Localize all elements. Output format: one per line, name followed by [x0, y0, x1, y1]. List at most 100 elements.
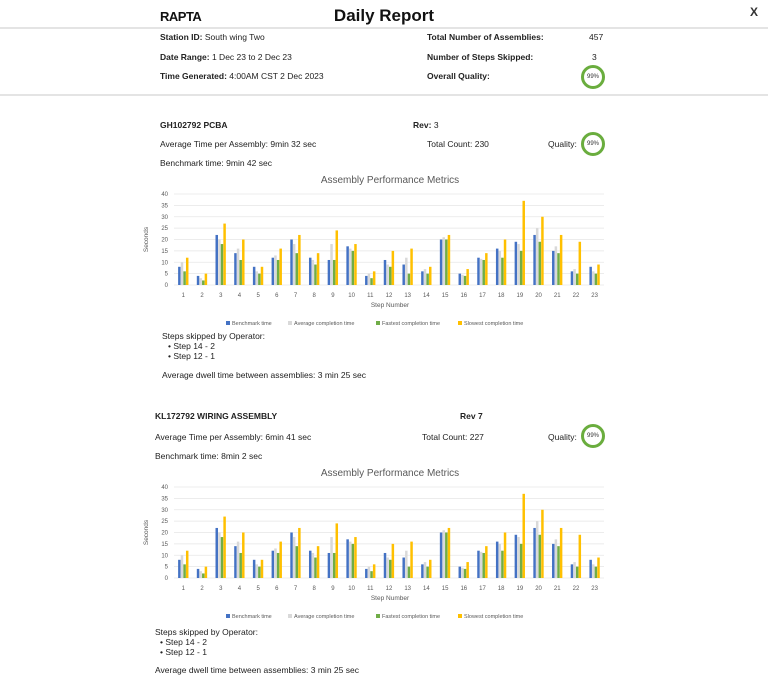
x-tick-label: 1 [182, 586, 186, 592]
bar-benchmark-time [234, 546, 237, 578]
bar-benchmark-time [308, 550, 312, 578]
x-tick-label: 22 [573, 586, 580, 592]
bar-benchmark-time [533, 527, 536, 578]
bar-benchmark-time [196, 275, 200, 285]
x-tick-label: 14 [423, 293, 430, 299]
x-tick-label: 15 [442, 293, 449, 299]
bar-average-completion-time [330, 244, 333, 285]
bar-fastest-completion-time [258, 566, 261, 578]
legend-swatch [226, 614, 230, 618]
bar-slowest-completion-time [354, 244, 357, 285]
bar-slowest-completion-time [597, 264, 600, 285]
bar-average-completion-time [592, 271, 595, 285]
bar-average-completion-time [535, 228, 539, 285]
bar-average-completion-time [479, 551, 483, 578]
bar-slowest-completion-time [335, 230, 339, 285]
bar-average-completion-time [236, 248, 240, 285]
bar-benchmark-time [290, 239, 293, 285]
bar-slowest-completion-time [260, 559, 264, 578]
close-button[interactable]: X [750, 5, 759, 19]
y-tick-label: 10 [161, 553, 168, 559]
bar-benchmark-time [178, 266, 181, 285]
bar-slowest-completion-time [391, 250, 395, 285]
bar-slowest-completion-time [447, 234, 451, 285]
y-tick-label: 0 [165, 576, 169, 582]
bar-fastest-completion-time [370, 278, 373, 285]
bar-benchmark-time [215, 234, 218, 285]
x-tick-label: 21 [554, 586, 561, 592]
x-tick-label: 20 [535, 586, 542, 592]
legend-label: Benchmark time [232, 614, 272, 619]
skipped-label: Number of Steps Skipped: [427, 52, 534, 62]
x-tick-label: 7 [294, 586, 298, 592]
bar-average-completion-time [535, 521, 539, 578]
bar-fastest-completion-time [519, 543, 523, 578]
bar-benchmark-time [570, 271, 574, 285]
bar-slowest-completion-time [279, 541, 282, 578]
y-tick-label: 30 [161, 215, 168, 221]
bar-benchmark-time [308, 257, 312, 285]
bar-benchmark-time [477, 550, 480, 578]
assemblies-label: Total Number of Assemblies: [427, 32, 544, 42]
list-item: • Step 12 - 1 [168, 351, 215, 361]
bar-fastest-completion-time [407, 566, 411, 578]
rev: Rev: 3 [413, 120, 439, 130]
x-tick-label: 8 [313, 293, 317, 299]
bar-benchmark-time [234, 253, 237, 285]
legend-swatch [376, 321, 380, 325]
x-tick-label: 19 [517, 293, 524, 299]
performance-chart: Assembly Performance Metrics051015202530… [143, 175, 604, 326]
bar-fastest-completion-time [594, 566, 598, 578]
bar-benchmark-time [178, 559, 181, 578]
legend-label: Benchmark time [232, 321, 272, 326]
x-tick-label: 3 [219, 293, 223, 299]
legend-label: Slowest completion time [464, 321, 523, 326]
bar-slowest-completion-time [204, 566, 208, 578]
bar-slowest-completion-time [354, 537, 357, 578]
bar-average-completion-time [274, 548, 277, 578]
bar-benchmark-time [346, 539, 349, 578]
x-tick-label: 22 [573, 293, 580, 299]
legend-swatch [288, 614, 292, 618]
bar-average-completion-time [292, 537, 296, 578]
bar-benchmark-time [421, 564, 424, 578]
list-item: • Step 14 - 2 [168, 341, 215, 351]
bar-slowest-completion-time [541, 216, 544, 285]
bar-slowest-completion-time [204, 273, 208, 285]
bar-slowest-completion-time [242, 239, 245, 285]
bar-slowest-completion-time [223, 223, 226, 285]
x-tick-label: 11 [367, 293, 374, 299]
x-tick-label: 9 [331, 586, 335, 592]
list-item: • Step 12 - 1 [160, 647, 207, 657]
bar-benchmark-time [589, 559, 592, 578]
skipped-value: 3 [592, 52, 597, 62]
x-tick-label: 21 [554, 293, 561, 299]
x-tick-label: 10 [348, 293, 355, 299]
bar-slowest-completion-time [578, 241, 582, 285]
bar-fastest-completion-time [501, 257, 504, 285]
bar-benchmark-time [570, 564, 574, 578]
y-tick-label: 35 [161, 496, 168, 502]
bar-slowest-completion-time [597, 557, 600, 578]
bar-slowest-completion-time [410, 248, 413, 285]
bar-average-completion-time [255, 564, 258, 578]
legend-label: Average completion time [294, 321, 354, 326]
x-tick-label: 4 [238, 586, 242, 592]
x-tick-label: 3 [219, 586, 223, 592]
x-tick-label: 6 [275, 293, 279, 299]
bar-average-completion-time [423, 269, 427, 285]
dwell-time: Average dwell time between assemblies: 3… [155, 665, 359, 675]
bar-slowest-completion-time [503, 532, 507, 578]
bar-fastest-completion-time [501, 550, 504, 578]
legend-label: Fastest completion time [382, 614, 440, 619]
bar-benchmark-time [365, 275, 368, 285]
bar-benchmark-time [402, 264, 405, 285]
bar-slowest-completion-time [578, 534, 582, 578]
bar-benchmark-time [458, 566, 462, 578]
bar-average-completion-time [554, 246, 558, 285]
y-tick-label: 20 [161, 531, 168, 537]
skipped-title: Steps skipped by Operator: [155, 627, 259, 637]
bar-average-completion-time [386, 557, 389, 578]
bar-average-completion-time [367, 273, 371, 285]
y-axis-label: Seconds [143, 519, 150, 545]
